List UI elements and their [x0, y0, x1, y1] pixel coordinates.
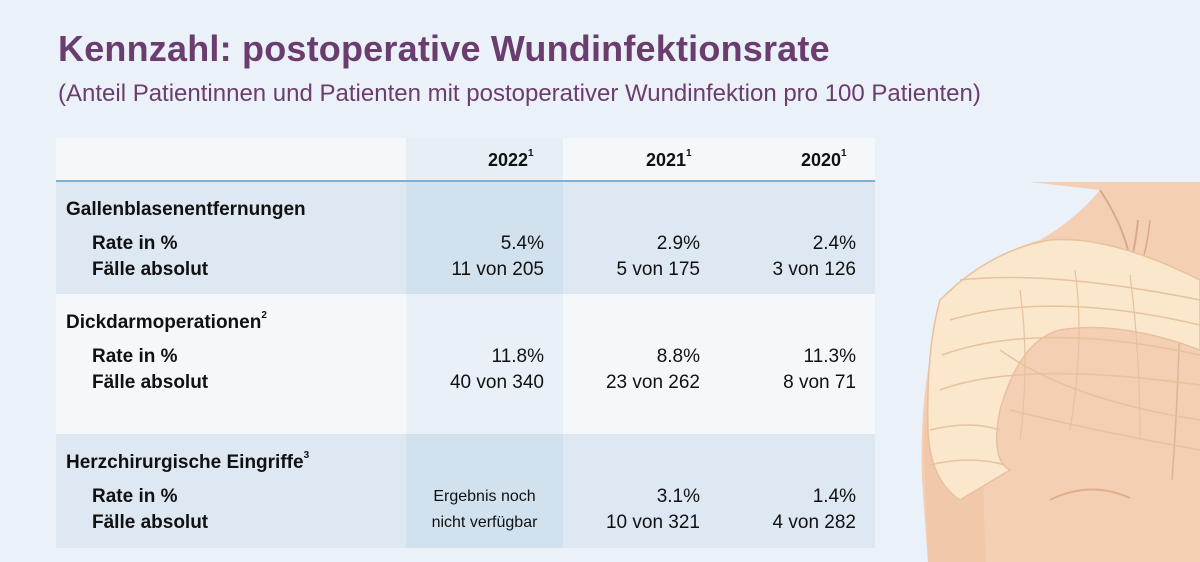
rate-2021: 3.1%: [656, 486, 700, 507]
rate-2020: 2.4%: [812, 233, 856, 254]
cases-2021: 5 von 175: [616, 259, 700, 280]
cases-label: Fälle absolut: [92, 372, 209, 393]
cases-2021: 23 von 262: [605, 372, 700, 393]
section-dickdarm: Dickdarmoperationen2 Rate in % Fälle abs…: [56, 294, 875, 434]
cases-label: Fälle absolut: [92, 259, 209, 280]
cases-2022: 40 von 340: [449, 372, 544, 393]
rate-2022: 5.4%: [500, 233, 544, 254]
rate-2022: 11.8%: [491, 346, 544, 367]
cases-2022: 11 von 205: [451, 259, 544, 280]
cases-label: Fälle absolut: [92, 512, 209, 533]
infection-rate-table: 20221 20211 20201 Gallenblasenentfernung…: [56, 138, 875, 548]
page-title: Kennzahl: postoperative Wundinfektionsra…: [58, 28, 830, 69]
table-header: 20221 20211 20201: [56, 138, 875, 182]
bandaged-shoulder-icon: [921, 182, 1200, 562]
year-header-2021: 20211: [646, 148, 692, 170]
page-subtitle: (Anteil Patientinnen und Patienten mit p…: [58, 80, 981, 107]
rate-label: Rate in %: [92, 486, 178, 507]
cases-2020: 4 von 282: [772, 512, 856, 533]
cases-2020: 8 von 71: [783, 372, 856, 393]
section-title: Dickdarmoperationen2: [66, 310, 267, 333]
rate-2020: 1.4%: [812, 486, 856, 507]
year-header-2020: 20201: [801, 148, 847, 170]
section-herzchirurgie: Herzchirurgische Eingriffe3 Rate in % Fä…: [56, 434, 875, 548]
rate-2021: 2.9%: [656, 233, 700, 254]
rate-label: Rate in %: [92, 346, 178, 367]
section-title: Herzchirurgische Eingriffe3: [66, 450, 310, 473]
cases-2020: 3 von 126: [772, 259, 856, 280]
rate-label: Rate in %: [92, 233, 178, 254]
section-title: Gallenblasenentfernungen: [66, 199, 306, 220]
section-gallenblase: Gallenblasenentfernungen Rate in % Fälle…: [56, 182, 875, 294]
rate-2021: 8.8%: [656, 346, 700, 367]
cases-2021: 10 von 321: [605, 512, 700, 533]
year-header-2022: 20221: [488, 148, 534, 170]
rate-2020: 11.3%: [803, 346, 856, 367]
not-available-note: Ergebnis noch nicht verfügbar: [431, 488, 538, 531]
